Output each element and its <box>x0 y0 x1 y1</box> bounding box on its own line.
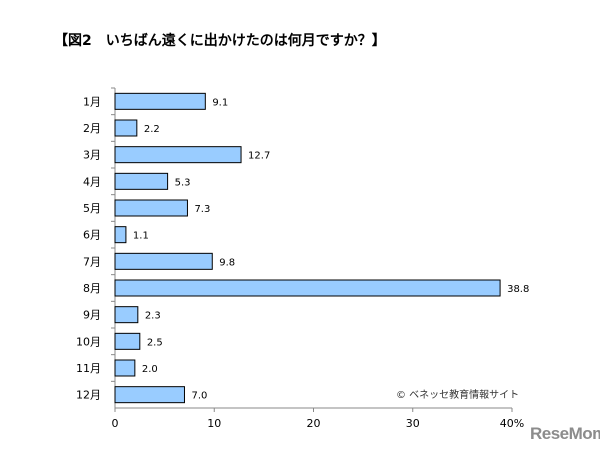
bar <box>114 226 127 244</box>
x-tick-label: 20 <box>307 417 321 430</box>
x-tick-label: 30 <box>406 417 420 430</box>
category-label: 4月 <box>83 175 101 188</box>
category-label: 9月 <box>83 309 101 322</box>
data-label: 38.8 <box>507 284 529 295</box>
bar <box>114 199 188 217</box>
bar <box>114 172 169 190</box>
bar <box>114 92 206 110</box>
category-label: 10月 <box>76 335 101 348</box>
category-label: 7月 <box>83 255 101 268</box>
data-label: 7.3 <box>194 204 210 215</box>
bar <box>114 146 242 164</box>
bar <box>114 359 136 377</box>
bar <box>114 119 138 137</box>
bar <box>114 252 213 270</box>
x-tick-label: 0 <box>112 417 119 430</box>
data-label: 9.8 <box>219 257 235 268</box>
data-label: 2.2 <box>144 124 160 135</box>
data-label: 1.1 <box>133 231 149 242</box>
category-label: 6月 <box>83 229 101 242</box>
bar <box>114 332 141 350</box>
resemom-logo: ReseMom <box>530 424 600 443</box>
x-tick-label: 40% <box>500 417 524 430</box>
category-label: 2月 <box>83 122 101 135</box>
copyright-credit: © ベネッセ教育情報サイト <box>396 390 520 401</box>
data-label: 9.1 <box>212 97 228 108</box>
category-label: 3月 <box>83 149 101 162</box>
category-label: 5月 <box>83 202 101 215</box>
category-label: 12月 <box>76 389 101 402</box>
category-label: 11月 <box>76 362 101 375</box>
data-label: 2.0 <box>142 364 158 375</box>
data-label: 7.0 <box>191 391 207 402</box>
bar <box>114 279 501 297</box>
bar <box>114 386 185 404</box>
x-tick-label: 10 <box>207 417 221 430</box>
data-label: 5.3 <box>175 177 191 188</box>
category-label: 1月 <box>83 95 101 108</box>
data-label: 2.5 <box>147 337 163 348</box>
bar <box>114 306 139 324</box>
data-label: 12.7 <box>248 151 270 162</box>
chart-title: 【図2 いちばん遠くに出かけたのは何月ですか？】 <box>54 33 386 49</box>
data-label: 2.3 <box>145 311 161 322</box>
category-label: 8月 <box>83 282 101 295</box>
